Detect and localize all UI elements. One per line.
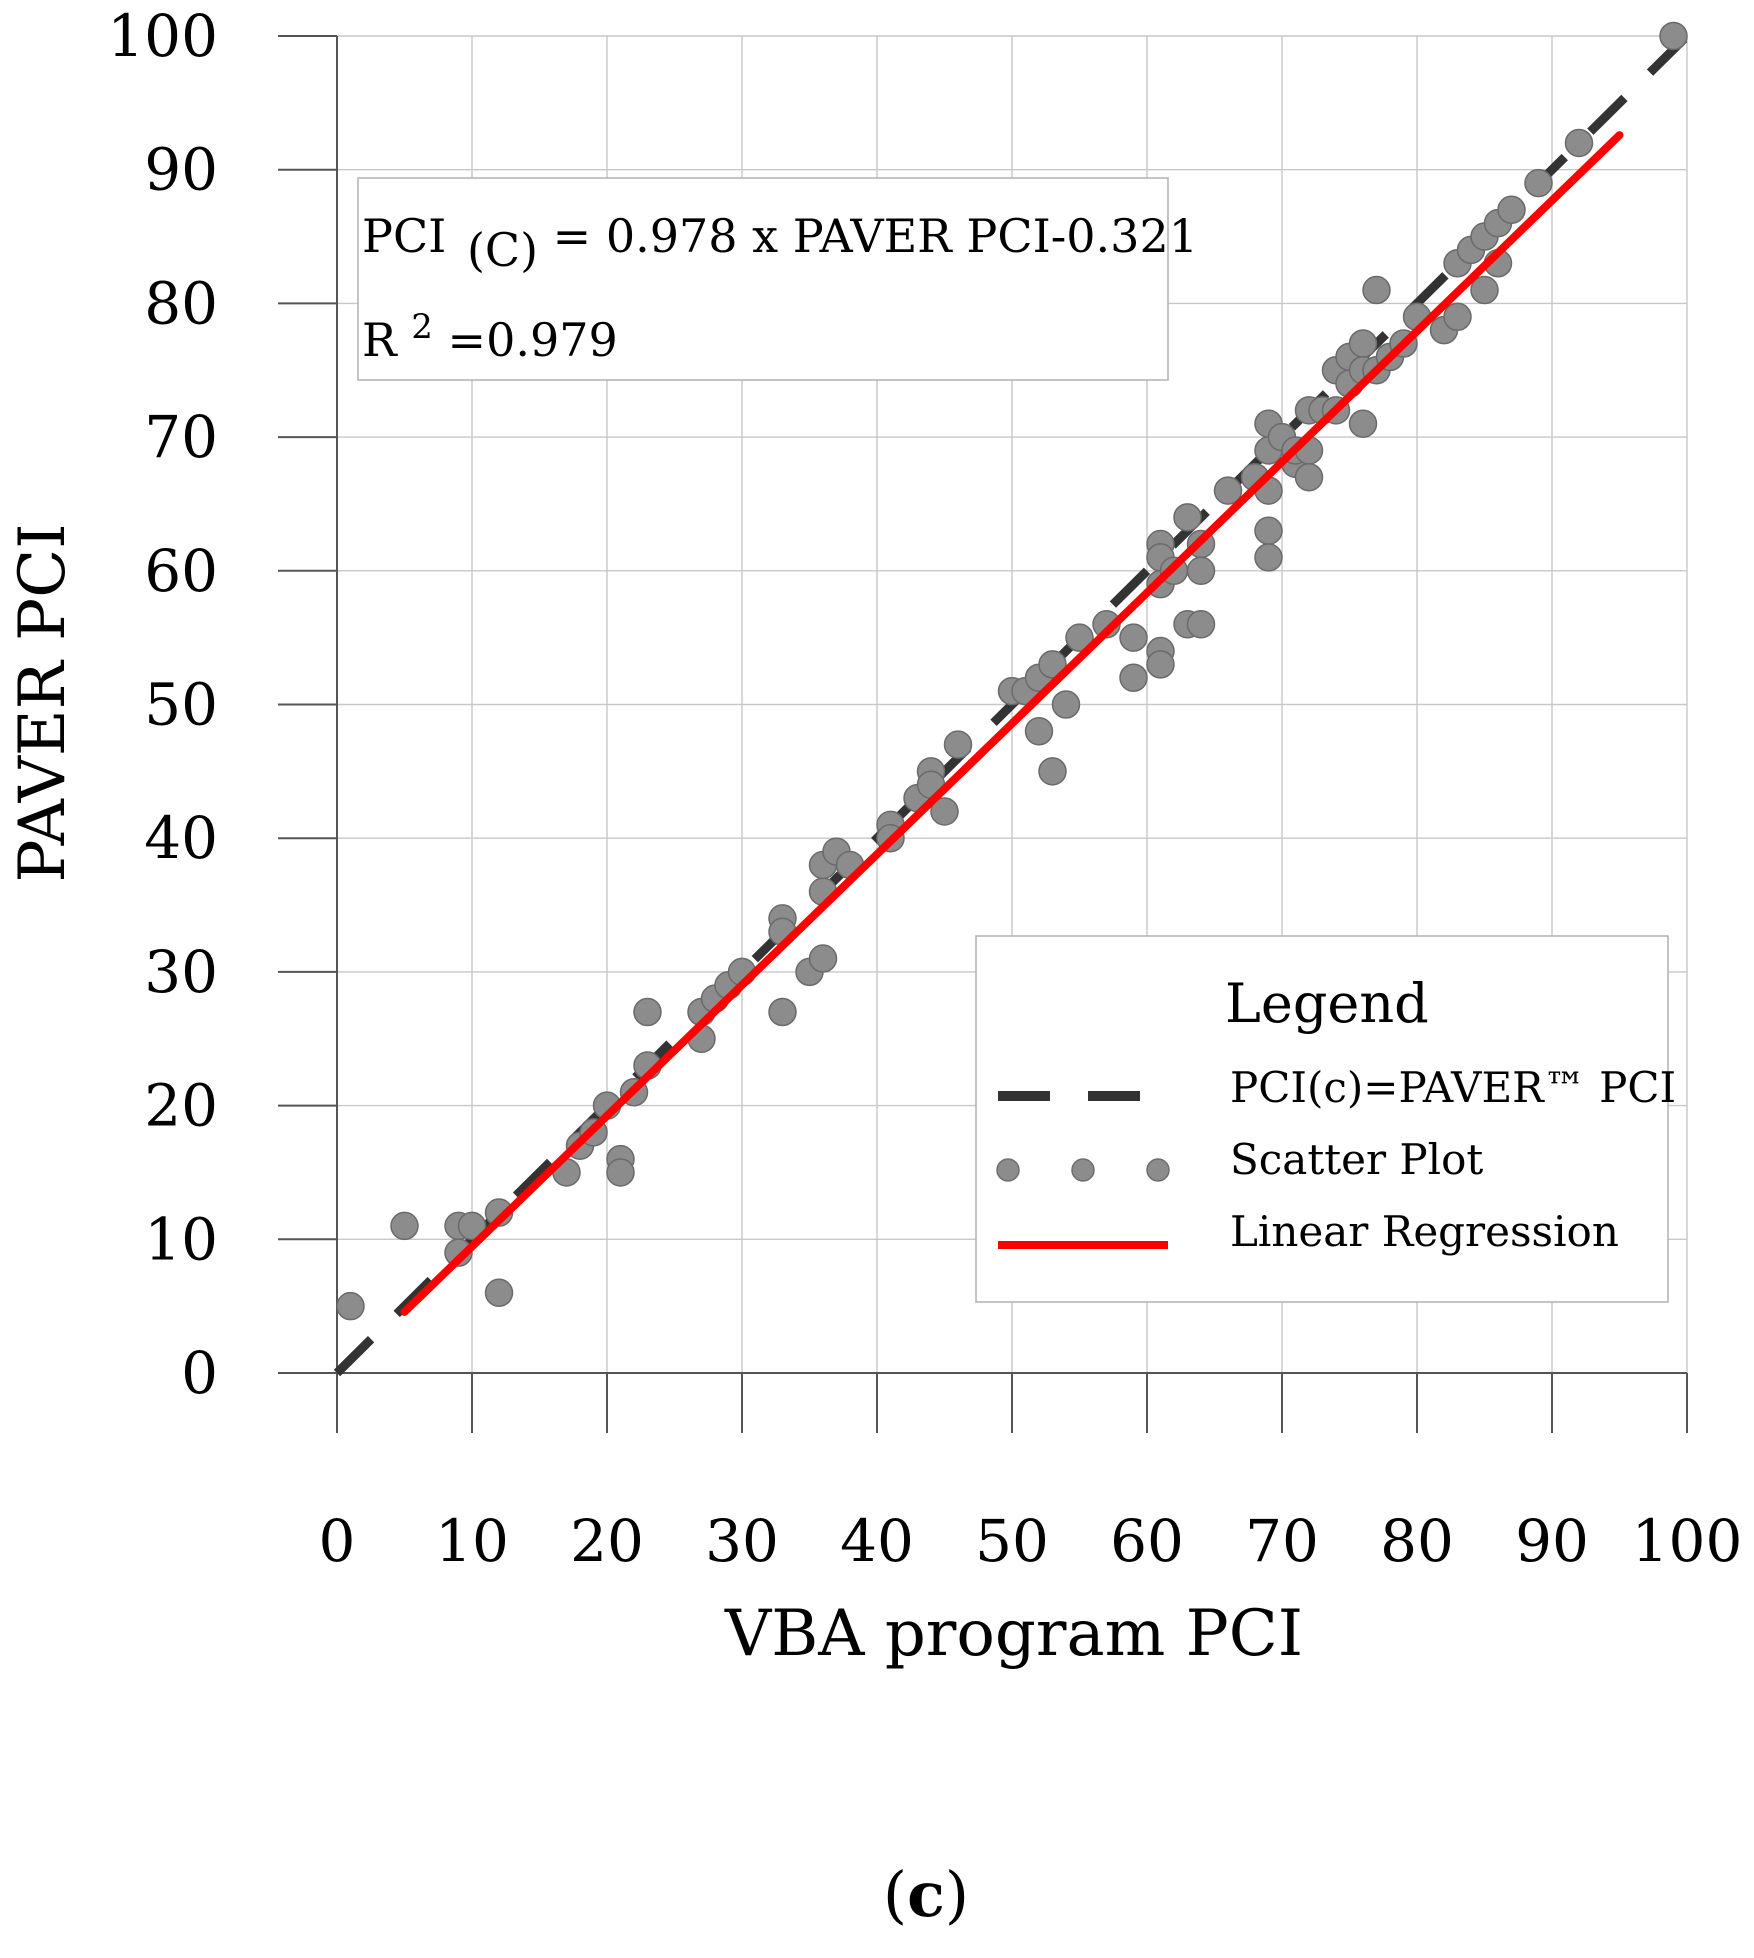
equation-box: PCI (C) = 0.978 x PAVER PCI-0.321 R 2 =0… — [357, 177, 1198, 381]
scatter-point — [1173, 503, 1202, 532]
scatter-point — [1524, 168, 1553, 198]
scatter-point — [484, 1278, 514, 1308]
x-axis-title: VBA program PCI — [724, 1597, 1303, 1671]
scatter-point — [633, 997, 662, 1027]
legend-label-reference: PCI(c)=PAVER™ PCI — [1230, 1063, 1676, 1112]
y-tick-label: 50 — [144, 671, 218, 739]
x-tick-label: 50 — [975, 1507, 1049, 1575]
scatter-point — [1348, 329, 1378, 358]
scatter-point — [1119, 623, 1148, 652]
y-tick-label: 100 — [107, 2, 218, 70]
scatter-point — [1564, 128, 1594, 158]
scatter-point — [1065, 623, 1094, 652]
regression-line-layer — [400, 131, 1624, 1316]
x-tick-label: 80 — [1380, 1507, 1454, 1575]
scatter-point — [1362, 275, 1391, 305]
scatter-point — [768, 997, 797, 1027]
scatter-point — [1186, 556, 1216, 586]
x-tick-label: 20 — [570, 1507, 644, 1575]
scatter-point — [1024, 716, 1054, 746]
scatter-point — [1254, 516, 1283, 545]
x-tick-label: 100 — [1632, 1507, 1743, 1575]
equation-text: PCI (C) = 0.978 x PAVER PCI-0.321 — [362, 209, 1198, 277]
scatter-point — [1186, 610, 1216, 639]
scatter-point — [1213, 476, 1243, 505]
x-tick-label: 90 — [1515, 1507, 1589, 1575]
legend-label-regression: Linear Regression — [1230, 1207, 1619, 1256]
r-squared-text: R 2 =0.979 — [362, 295, 618, 367]
x-tick-label: 60 — [1110, 1507, 1184, 1575]
scatter-point — [1119, 663, 1148, 693]
scatter-point — [1254, 543, 1283, 572]
legend-title: Legend — [1225, 972, 1429, 1035]
x-tick-label: 70 — [1245, 1507, 1319, 1575]
scatter-point — [808, 944, 838, 973]
scatter-point — [1497, 195, 1526, 225]
y-tick-label: 40 — [144, 804, 218, 872]
x-tick-label: 30 — [705, 1507, 779, 1575]
axes: 0 10 20 30 40 50 60 70 80 90 100 0 10 20 30 40 50 60 70 80 9… — [107, 2, 1742, 1575]
y-tick-label: 10 — [144, 1205, 218, 1273]
x-tick-label: 0 — [319, 1507, 356, 1575]
y-tick-label: 0 — [181, 1339, 218, 1407]
panel-label: (c) — [883, 1858, 969, 1931]
y-tick-label: 60 — [144, 537, 218, 605]
scatter-point — [1051, 690, 1081, 719]
legend: Legend PCI(c)=PAVER™ PCI Scatter Plot Li… — [975, 935, 1676, 1303]
regression-line — [400, 131, 1624, 1316]
scatter-point — [1294, 462, 1324, 492]
scatter-point — [444, 1238, 473, 1267]
y-tick-label: 30 — [144, 938, 218, 1006]
scatter-point — [336, 1291, 365, 1321]
y-tick-label: 20 — [144, 1072, 218, 1140]
y-tick-label: 90 — [144, 136, 218, 204]
y-tick-label: 70 — [144, 403, 218, 471]
scatter-point — [1038, 757, 1067, 786]
scatter-point — [943, 730, 973, 759]
scatter-point — [1443, 302, 1472, 332]
y-axis-title: PAVER PCI — [6, 524, 80, 883]
scatter-point — [1659, 21, 1688, 51]
scatter-point — [1470, 275, 1499, 305]
scatter-point — [457, 1211, 487, 1241]
scatter-point — [1146, 650, 1175, 679]
legend-swatch-scatter-dot-1 — [996, 1158, 1020, 1182]
y-tick-label: 80 — [144, 269, 218, 337]
legend-swatch-scatter-dot-2 — [1071, 1158, 1095, 1182]
scatter-point — [1348, 409, 1378, 438]
scatter-point — [1038, 650, 1067, 679]
x-tick-label: 40 — [840, 1507, 914, 1575]
equation-box-frame — [357, 177, 1169, 381]
scatter-point — [390, 1211, 419, 1241]
x-tick-label: 10 — [435, 1507, 509, 1575]
scatter-point — [606, 1158, 635, 1187]
legend-swatch-scatter-dot-3 — [1146, 1158, 1170, 1182]
scatter-point — [930, 797, 959, 826]
legend-label-scatter: Scatter Plot — [1230, 1135, 1483, 1184]
